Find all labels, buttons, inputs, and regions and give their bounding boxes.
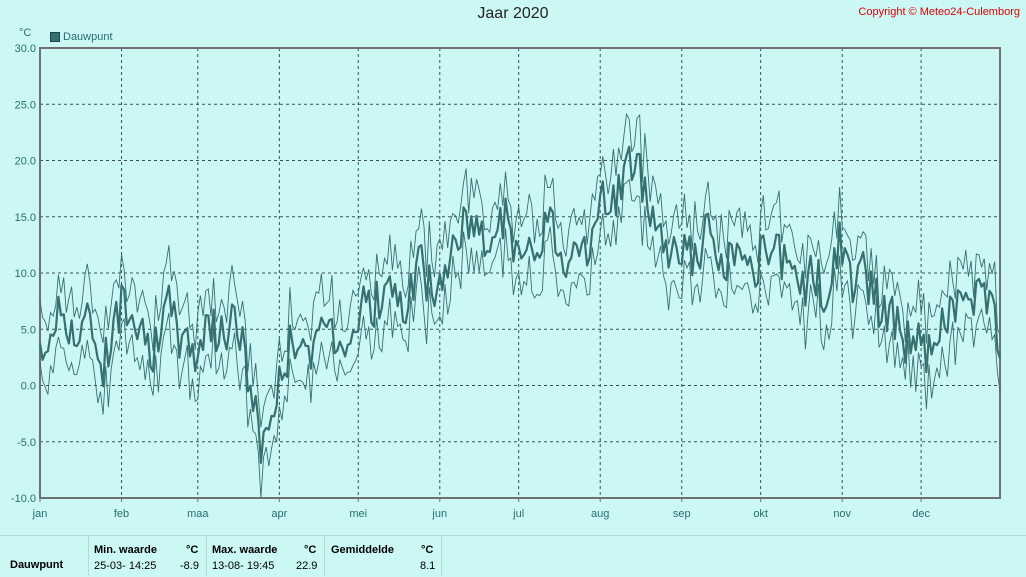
stats-divider	[88, 535, 89, 576]
x-tick-label: okt	[753, 508, 768, 520]
x-tick-label: feb	[114, 508, 129, 520]
legend: Dauwpunt	[50, 31, 113, 43]
avg-header: Gemiddelde	[331, 544, 394, 556]
min-value: -8.9	[180, 560, 199, 572]
legend-swatch	[50, 32, 60, 42]
y-tick-label: 15.0	[15, 212, 36, 224]
series-dauwpunt	[38, 145, 1002, 464]
x-tick-label: jan	[32, 508, 48, 520]
plot-frame	[39, 47, 1001, 499]
y-tick-label: 10.0	[15, 268, 36, 280]
series-max-line	[39, 112, 1001, 428]
y-tick-label: 30.0	[15, 43, 36, 55]
legend-label: Dauwpunt	[63, 31, 113, 43]
min-time: 25-03- 14:25	[94, 560, 157, 572]
x-tick-label: apr	[271, 508, 287, 520]
x-tick-label: mei	[349, 508, 367, 520]
avg-value: 8.1	[420, 560, 436, 572]
min-unit: °C	[186, 544, 199, 556]
y-tick-label: -5.0	[17, 437, 36, 449]
x-tick-label: jun	[431, 508, 447, 520]
max-time: 13-08- 19:45	[212, 560, 275, 572]
stats-divider	[324, 535, 325, 576]
max-header: Max. waarde	[212, 544, 278, 556]
series-line-dauwpunt	[38, 145, 1002, 464]
max-value: 22.9	[296, 560, 318, 572]
x-axis-ticks: jan feb maa apr mei jun jul aug sep okt nov dec	[32, 498, 930, 520]
x-tick-label: jul	[512, 508, 524, 520]
max-unit: °C	[304, 544, 317, 556]
y-tick-label: -10.0	[11, 493, 36, 505]
x-tick-label: dec	[912, 508, 930, 520]
avg-unit: °C	[421, 544, 434, 556]
x-tick-label: maa	[187, 508, 209, 520]
stats-divider	[441, 535, 442, 576]
grid-lines	[40, 48, 1000, 498]
y-tick-label: 20.0	[15, 156, 36, 168]
copyright-text: Copyright © Meteo24-Culemborg	[858, 6, 1020, 18]
stats-row-label: Dauwpunt	[10, 559, 64, 571]
y-tick-label: 0.0	[21, 381, 36, 393]
stats-table: Dauwpunt Min. waarde °C 25-03- 14:25 -8.…	[0, 535, 1026, 577]
x-tick-label: aug	[591, 508, 609, 520]
y-tick-label: 25.0	[15, 99, 36, 111]
x-tick-label: sep	[673, 508, 691, 520]
x-tick-label: nov	[833, 508, 851, 520]
y-tick-label: 5.0	[21, 324, 36, 336]
series-range-band	[39, 112, 1001, 499]
y-axis-unit: °C	[19, 27, 32, 39]
series-min-line	[39, 178, 1001, 499]
chart-title: Jaar 2020	[477, 5, 549, 22]
min-header: Min. waarde	[94, 544, 157, 556]
y-axis-ticks: 30.0 25.0 20.0 15.0 10.0 5.0 0.0 -5.0 -10.0	[11, 43, 36, 505]
stats-divider	[206, 535, 207, 576]
